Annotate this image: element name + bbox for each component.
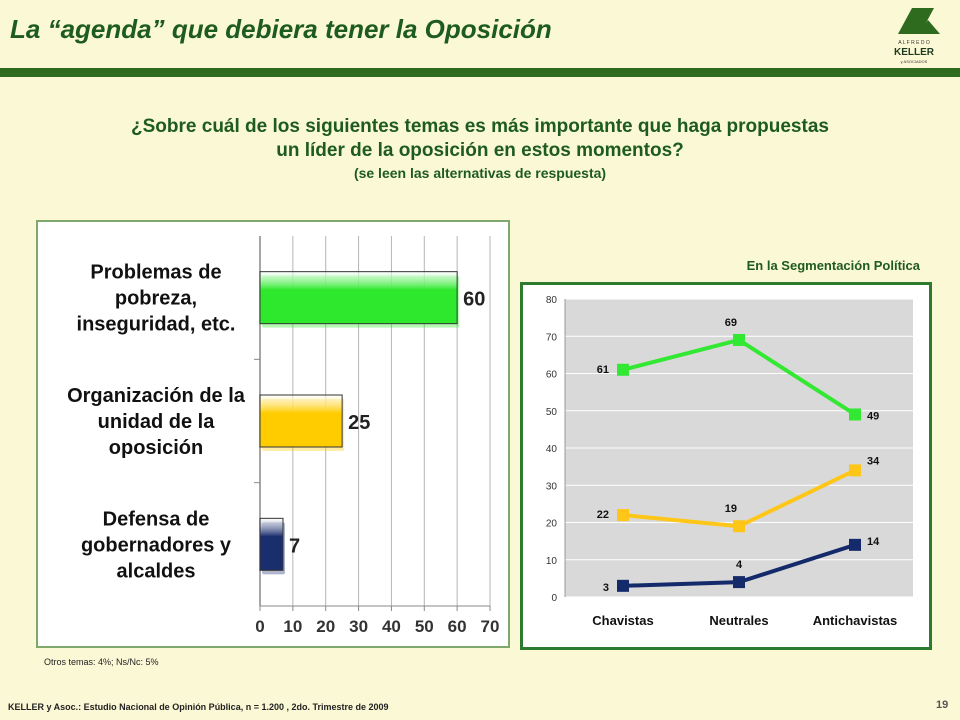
y-tick-label: 80 — [546, 295, 558, 306]
y-tick-label: 20 — [546, 519, 558, 530]
y-tick-label: 70 — [546, 332, 558, 343]
bar — [259, 394, 343, 448]
y-tick-label: 30 — [546, 481, 558, 492]
data-point — [733, 576, 745, 589]
data-point — [849, 464, 861, 477]
data-point — [849, 538, 861, 551]
data-point — [617, 363, 629, 376]
data-point — [617, 509, 629, 522]
y-tick-label: 50 — [546, 407, 558, 418]
data-label: 3 — [603, 582, 609, 594]
x-category-label: Chavistas — [592, 613, 653, 628]
x-category-label: Neutrales — [709, 613, 768, 628]
bar-value-label: 60 — [463, 289, 485, 311]
x-tick-label: 10 — [283, 617, 302, 636]
data-point — [849, 408, 861, 421]
page-number: 19 — [936, 699, 949, 711]
data-label: 69 — [725, 317, 737, 329]
category-label: alcaldes — [117, 560, 196, 582]
data-label: 61 — [597, 364, 609, 376]
page-title: La “agenda” que debiera tener la Oposici… — [10, 14, 552, 44]
logo-bottom-text: y ASOCIADOS — [901, 59, 928, 64]
x-tick-label: 0 — [255, 617, 264, 636]
data-point — [617, 579, 629, 592]
keller-logo: A L F R E D O KELLER y ASOCIADOS — [884, 4, 944, 66]
category-label: gobernadores y — [81, 534, 232, 556]
survey-question: ¿Sobre cuál de los siguientes temas es m… — [40, 115, 920, 183]
question-line-2: un líder de la oposición en estos moment… — [276, 140, 684, 161]
data-label: 34 — [867, 455, 880, 467]
bar-value-label: 7 — [289, 535, 300, 557]
source-footer: KELLER y Asoc.: Estudio Nacional de Opin… — [8, 702, 389, 712]
line-chart-title: En la Segmentación Política — [746, 258, 920, 273]
other-topics-note: Otros temas: 4%; Ns/Nc: 5% — [44, 657, 159, 667]
data-label: 22 — [597, 509, 609, 521]
logo-top-text: A L F R E D O — [898, 40, 930, 46]
x-category-label: Antichavistas — [813, 613, 898, 628]
header-divider — [0, 68, 960, 77]
category-label: Problemas de — [90, 262, 221, 284]
y-tick-label: 60 — [546, 370, 558, 381]
category-label: pobreza, — [115, 288, 197, 310]
line-chart: 0 10 20 30 40 50 60 70 80 Chavistas Neutrales Antic… — [546, 295, 913, 628]
data-label: 4 — [736, 559, 743, 571]
x-tick-label: 20 — [316, 617, 335, 636]
x-tick-label: 60 — [448, 617, 467, 636]
data-label: 19 — [725, 503, 737, 515]
x-tick-label: 30 — [349, 617, 368, 636]
line-chart-panel: 0 10 20 30 40 50 60 70 80 Chavistas Neutrales Antic… — [520, 282, 932, 650]
bar-chart-panel: 0 10 20 30 40 50 60 70 60 Problemas de pobreza, ins… — [36, 220, 510, 648]
category-label: Defensa de — [103, 508, 210, 530]
bar — [259, 517, 284, 571]
data-label: 49 — [867, 410, 879, 422]
y-tick-label: 10 — [546, 556, 558, 567]
question-line-1: ¿Sobre cuál de los siguientes temas es m… — [131, 116, 829, 137]
data-label: 14 — [867, 536, 880, 548]
category-label: unidad de la — [98, 411, 216, 433]
bar — [259, 271, 458, 325]
category-label: Organización de la — [67, 385, 246, 407]
x-tick-label: 50 — [415, 617, 434, 636]
data-point — [733, 520, 745, 533]
question-note: (se leen las alternativas de respuesta) — [353, 165, 607, 181]
logo-main-text: KELLER — [894, 47, 935, 58]
category-label: inseguridad, etc. — [77, 314, 236, 336]
category-label: oposición — [109, 437, 203, 459]
x-tick-label: 40 — [382, 617, 401, 636]
y-tick-label: 0 — [551, 593, 557, 604]
y-tick-label: 40 — [546, 444, 558, 455]
bar-chart: 0 10 20 30 40 50 60 70 60 Problemas de pobreza, ins… — [67, 236, 500, 636]
bar-value-label: 25 — [348, 412, 370, 434]
data-point — [733, 333, 745, 346]
x-tick-label: 70 — [481, 617, 500, 636]
